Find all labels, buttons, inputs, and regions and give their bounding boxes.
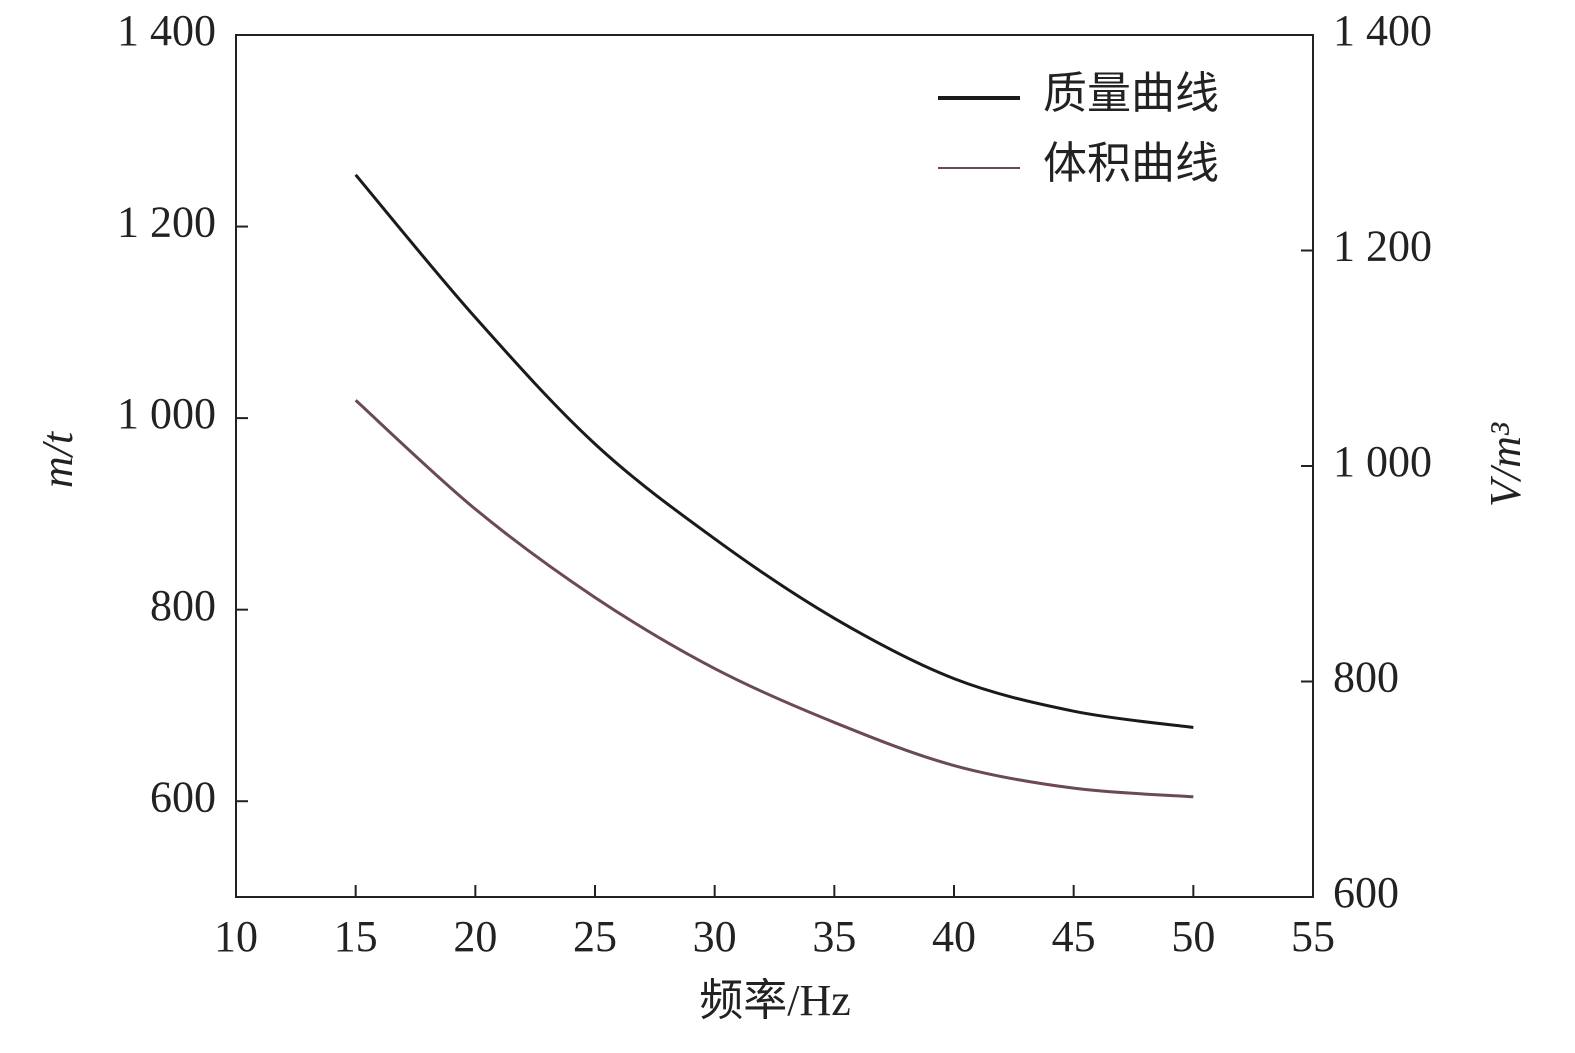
- y2-tick-label: 600: [1333, 868, 1399, 917]
- x-tick-label: 35: [812, 912, 856, 961]
- y-tick-label: 1 000: [117, 389, 216, 438]
- x-tick-label: 50: [1171, 912, 1215, 961]
- y2-axis-label: V/m³: [1481, 422, 1530, 507]
- y2-tick-label: 800: [1333, 653, 1399, 702]
- x-tick-label: 25: [573, 912, 617, 961]
- y-tick-label: 1 400: [117, 6, 216, 55]
- y-axis-label: m/t: [33, 430, 82, 488]
- series-line: [354, 399, 1194, 799]
- x-axis-label: 频率/Hz: [699, 976, 851, 1025]
- x-tick-label: 45: [1052, 912, 1096, 961]
- y-tick-label: 1 200: [117, 198, 216, 247]
- legend-label: 质量曲线: [1043, 69, 1219, 118]
- series-line: [354, 173, 1194, 729]
- x-tick-label: 30: [693, 912, 737, 961]
- x-tick-label: 40: [932, 912, 976, 961]
- y-tick-label: 800: [150, 581, 216, 630]
- x-tick-label: 55: [1291, 912, 1335, 961]
- y2-tick-label: 1 400: [1333, 6, 1432, 55]
- y-tick-label: 600: [150, 772, 216, 821]
- legend-label: 体积曲线: [1043, 139, 1219, 188]
- x-tick-label: 10: [214, 912, 258, 961]
- y2-tick-label: 1 000: [1333, 437, 1432, 486]
- y2-tick-label: 1 200: [1333, 222, 1432, 271]
- x-tick-label: 20: [453, 912, 497, 961]
- x-tick-label: 15: [334, 912, 378, 961]
